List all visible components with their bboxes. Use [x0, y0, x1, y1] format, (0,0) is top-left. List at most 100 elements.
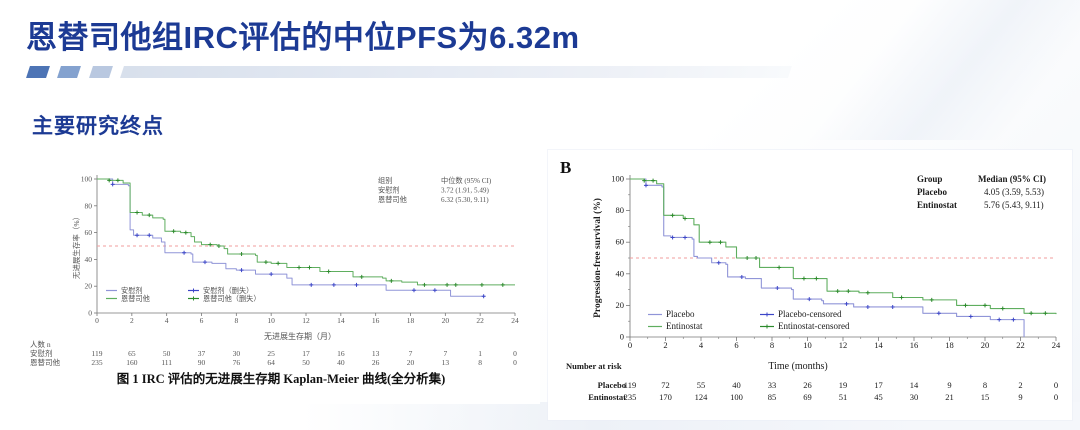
risk-count: 33 [768, 380, 777, 390]
risk-count: 14 [910, 380, 919, 390]
median-table-header-median: Median (95% CI) [978, 174, 1046, 184]
risk-row-label: Placebo [598, 380, 626, 390]
x-tick-label: 24 [1052, 340, 1061, 350]
x-tick-label: 6 [734, 340, 738, 350]
censor-mark-series-0 [670, 235, 675, 240]
risk-count: 0 [513, 349, 517, 358]
censor-mark-series-0 [147, 233, 152, 238]
legend-label: 安慰剂 [121, 286, 143, 295]
censor-mark-series-1 [1029, 311, 1034, 316]
x-tick-label: 22 [1016, 340, 1025, 350]
censor-mark-series-1 [107, 178, 112, 183]
risk-count: 17 [874, 380, 883, 390]
censor-mark-series-1 [147, 213, 152, 218]
risk-count: 13 [442, 358, 450, 366]
km-curve-series-1 [97, 178, 515, 286]
decoration-square-light [88, 66, 113, 78]
risk-count: 40 [337, 358, 345, 366]
censor-mark-series-1 [835, 289, 840, 294]
km-curve-series-0 [97, 178, 486, 297]
legend-label: Entinostat [666, 321, 703, 331]
risk-count: 160 [126, 358, 138, 366]
risk-count: 8 [478, 358, 482, 366]
x-tick-label: 10 [803, 340, 812, 350]
censor-mark-series-1 [359, 274, 364, 279]
legend-label: 恩替司他（删失） [203, 294, 261, 303]
risk-count: 13 [372, 349, 380, 358]
median-table-value: 6.32 (5.30, 9.11) [441, 196, 489, 204]
y-tick-label: 20 [85, 282, 93, 291]
risk-count: 37 [198, 349, 206, 358]
risk-count: 51 [839, 392, 848, 402]
censor-mark-series-1 [745, 256, 750, 260]
censor-mark-series-1 [899, 295, 904, 300]
censor-mark-series-1 [263, 260, 268, 265]
censor-mark-series-1 [983, 303, 987, 308]
censor-mark-series-1 [754, 256, 759, 260]
risk-count: 45 [874, 392, 883, 402]
median-table-header-group: 组别 [378, 176, 392, 185]
censor-mark-series-0 [182, 250, 187, 255]
censor-mark-series-0 [269, 272, 274, 277]
median-table-group-name: Entinostat [917, 200, 957, 210]
risk-count: 64 [267, 358, 275, 366]
censor-mark-series-1 [718, 240, 723, 245]
risk-count: 85 [768, 392, 777, 402]
risk-count: 7 [443, 349, 447, 358]
x-tick-label: 10 [267, 316, 275, 325]
censor-mark-series-1 [326, 269, 331, 274]
risk-count: 16 [337, 349, 345, 358]
censor-mark-series-1 [135, 210, 140, 215]
censor-mark-series-1 [208, 242, 213, 247]
censor-mark-series-1 [115, 178, 120, 183]
risk-count: 50 [302, 358, 310, 366]
censor-mark-series-1 [1000, 306, 1005, 311]
censor-mark-series-0 [739, 274, 744, 279]
censor-mark-series-0 [865, 304, 870, 309]
x-tick-label: 16 [910, 340, 919, 350]
km-chart-irc: 0 2 4 6 8 10 12 14 16 18 20 22 24020406080100安慰剂恩替司他… [30, 175, 519, 367]
y-tick-label: 0 [620, 332, 624, 342]
censor-mark-series-1 [453, 282, 458, 287]
censor-mark-series-0 [844, 301, 849, 306]
censor-mark-series-1 [707, 240, 712, 245]
censor-mark-series-1 [801, 276, 806, 281]
risk-table-title: 人数 n [30, 339, 51, 349]
median-table-value: 3.72 (1.91, 5.49) [441, 187, 490, 195]
censor-mark-series-0 [683, 235, 688, 240]
median-table-header-median: 中位数 (95% CI) [441, 176, 492, 185]
censor-mark-series-0 [202, 260, 207, 265]
censor-mark-series-1 [239, 252, 244, 257]
risk-count: 55 [697, 380, 706, 390]
risk-count: 76 [233, 358, 241, 366]
risk-count: 7 [409, 349, 413, 358]
risk-count: 8 [983, 380, 987, 390]
risk-count: 90 [198, 358, 206, 366]
x-tick-label: 24 [511, 316, 519, 325]
panel-label: B [560, 158, 572, 177]
legend-censor-plus-icon [765, 324, 769, 329]
x-tick-label: 8 [770, 340, 774, 350]
risk-count: 19 [839, 380, 848, 390]
censor-mark-series-0 [432, 288, 437, 293]
risk-count: 30 [910, 392, 919, 402]
censor-mark-series-0 [936, 311, 941, 316]
x-tick-label: 18 [945, 340, 954, 350]
risk-count: 0 [1054, 392, 1058, 402]
censor-mark-series-1 [683, 216, 688, 221]
censor-mark-series-1 [276, 261, 281, 266]
x-tick-label: 20 [981, 340, 990, 350]
risk-count: 21 [945, 392, 954, 402]
legend-censor-plus-icon [191, 288, 196, 293]
risk-count: 170 [659, 392, 672, 402]
censor-mark-series-1 [642, 178, 647, 183]
y-tick-label: 40 [616, 268, 625, 278]
x-tick-label: 14 [337, 316, 345, 325]
censor-mark-series-0 [1011, 317, 1016, 322]
legend-censor-plus-icon [191, 296, 196, 301]
slide-title: 恩替司他组IRC评估的中位PFS为6.32m [26, 20, 580, 55]
risk-row-label: 恩替司他 [30, 357, 60, 366]
risk-count: 124 [695, 392, 709, 402]
y-axis-label: 无进展生存率（%） [71, 213, 81, 279]
median-table-value: 4.05 (3.59, 5.53) [984, 187, 1044, 197]
